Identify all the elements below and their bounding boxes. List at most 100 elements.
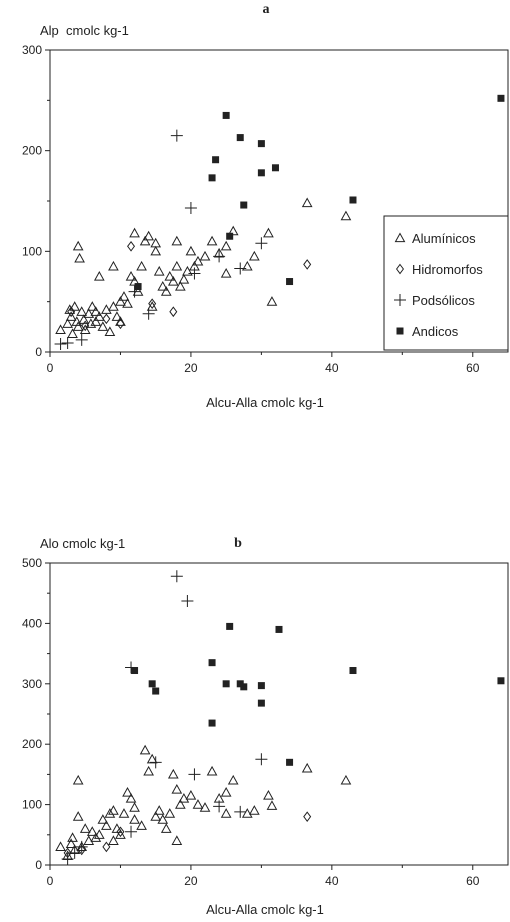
series-triangle-b [55,744,352,861]
legend-label: Podsólicos [412,293,475,308]
legend-box [383,215,509,351]
y-tick-label-b: 500 [22,556,42,570]
data-point-triangle [129,276,140,286]
data-point-triangle [139,744,151,755]
data-point-triangle [90,306,102,316]
data-point-square [257,140,265,148]
data-point-square [349,196,357,204]
data-point-plus [75,333,88,346]
data-point-triangle [86,301,98,311]
series-triangle-a [55,197,352,338]
data-point-triangle [67,832,78,842]
data-point-triangle [206,235,218,246]
data-point-square [257,169,265,177]
data-point-triangle [136,820,147,830]
data-point-diamond [303,259,312,270]
data-point-triangle [220,786,232,797]
y-tick-label-b: 0 [35,858,42,872]
data-point-triangle [167,276,179,286]
x-tick-label-b: 0 [47,874,54,888]
plot-frame-b [49,562,509,866]
data-point-triangle [111,311,123,321]
data-point-square [226,232,234,240]
data-point-square [148,680,156,688]
data-point-triangle [340,210,352,221]
data-point-triangle [227,774,239,785]
x-tick-label-b: 60 [466,874,480,888]
data-point-triangle [157,814,169,824]
data-point-triangle [125,793,137,803]
data-point-triangle [115,829,126,839]
data-point-plus [234,262,247,275]
data-point-triangle [164,270,176,281]
data-point-triangle [139,235,151,246]
data-point-diamond [102,841,111,853]
y-axis-title-b: Alo cmolc kg-1 [40,536,125,551]
data-point-triangle [79,823,91,833]
data-point-triangle [97,814,109,824]
data-point-triangle [192,255,204,266]
data-point-triangle [93,270,105,281]
data-point-triangle [104,326,116,336]
legend-marker-plus [394,294,406,306]
data-point-triangle [69,301,81,311]
data-point-plus [184,202,197,215]
data-point-plus [255,753,268,766]
data-point-triangle [122,298,133,308]
data-point-diamond [102,313,111,325]
x-tick-label-b: 40 [325,874,339,888]
chart-panel-a: a Alp cmolc kg-1 Alcu-Alla cmolc kg-1 0 1… [22,2,509,410]
data-point-plus [170,129,183,142]
data-point-plus [170,570,183,583]
data-point-triangle [241,260,253,271]
data-point-square [152,687,160,695]
legend-label: Alumínicos [412,231,476,246]
data-point-square [222,680,230,688]
data-point-triangle [178,793,190,803]
data-point-triangle [171,783,183,794]
data-point-triangle [108,260,119,271]
data-point-triangle [79,324,91,334]
data-point-triangle [171,835,183,845]
data-point-triangle [55,324,66,334]
data-point-triangle [146,301,158,311]
data-point-triangle [76,306,88,316]
data-point-diamond [148,298,157,310]
data-point-diamond [81,320,90,332]
data-point-plus [149,756,162,769]
data-point-triangle [263,790,274,800]
y-tick-label-b: 100 [22,798,42,812]
data-point-triangle [101,304,112,314]
data-point-square [208,659,216,667]
data-point-plus [75,840,88,853]
data-point-triangle [301,197,313,208]
data-point-square [236,134,244,142]
x-tick-label-a: 40 [325,361,339,375]
data-point-triangle [160,823,172,833]
series-plus-a [54,129,268,350]
data-point-square [240,683,248,691]
data-point-diamond [77,844,86,856]
legend-marker-diamond [396,263,404,275]
chart-panel-b: b Alo cmolc kg-1 Alcu-Alla cmolc kg-1 0 1… [22,536,509,917]
series-square-a [134,94,505,291]
data-point-triangle [171,260,183,271]
data-point-triangle [115,316,126,326]
data-point-triangle [101,820,112,830]
data-point-triangle [90,316,102,326]
data-point-triangle [90,832,102,842]
x-axis-title-b: Alcu-Alla cmolc kg-1 [206,902,324,917]
data-point-triangle [153,265,165,276]
data-point-square [286,278,294,286]
legend-marker-triangle [394,232,406,243]
data-point-square [240,201,248,209]
x-axis-title-a: Alcu-Alla cmolc kg-1 [206,395,324,410]
data-point-triangle [115,296,126,306]
data-point-square [286,758,294,766]
panel-letter-a: a [263,2,270,17]
data-point-triangle [182,265,193,276]
data-point-triangle [62,318,73,328]
data-point-square [349,667,357,675]
data-point-triangle [220,808,232,818]
